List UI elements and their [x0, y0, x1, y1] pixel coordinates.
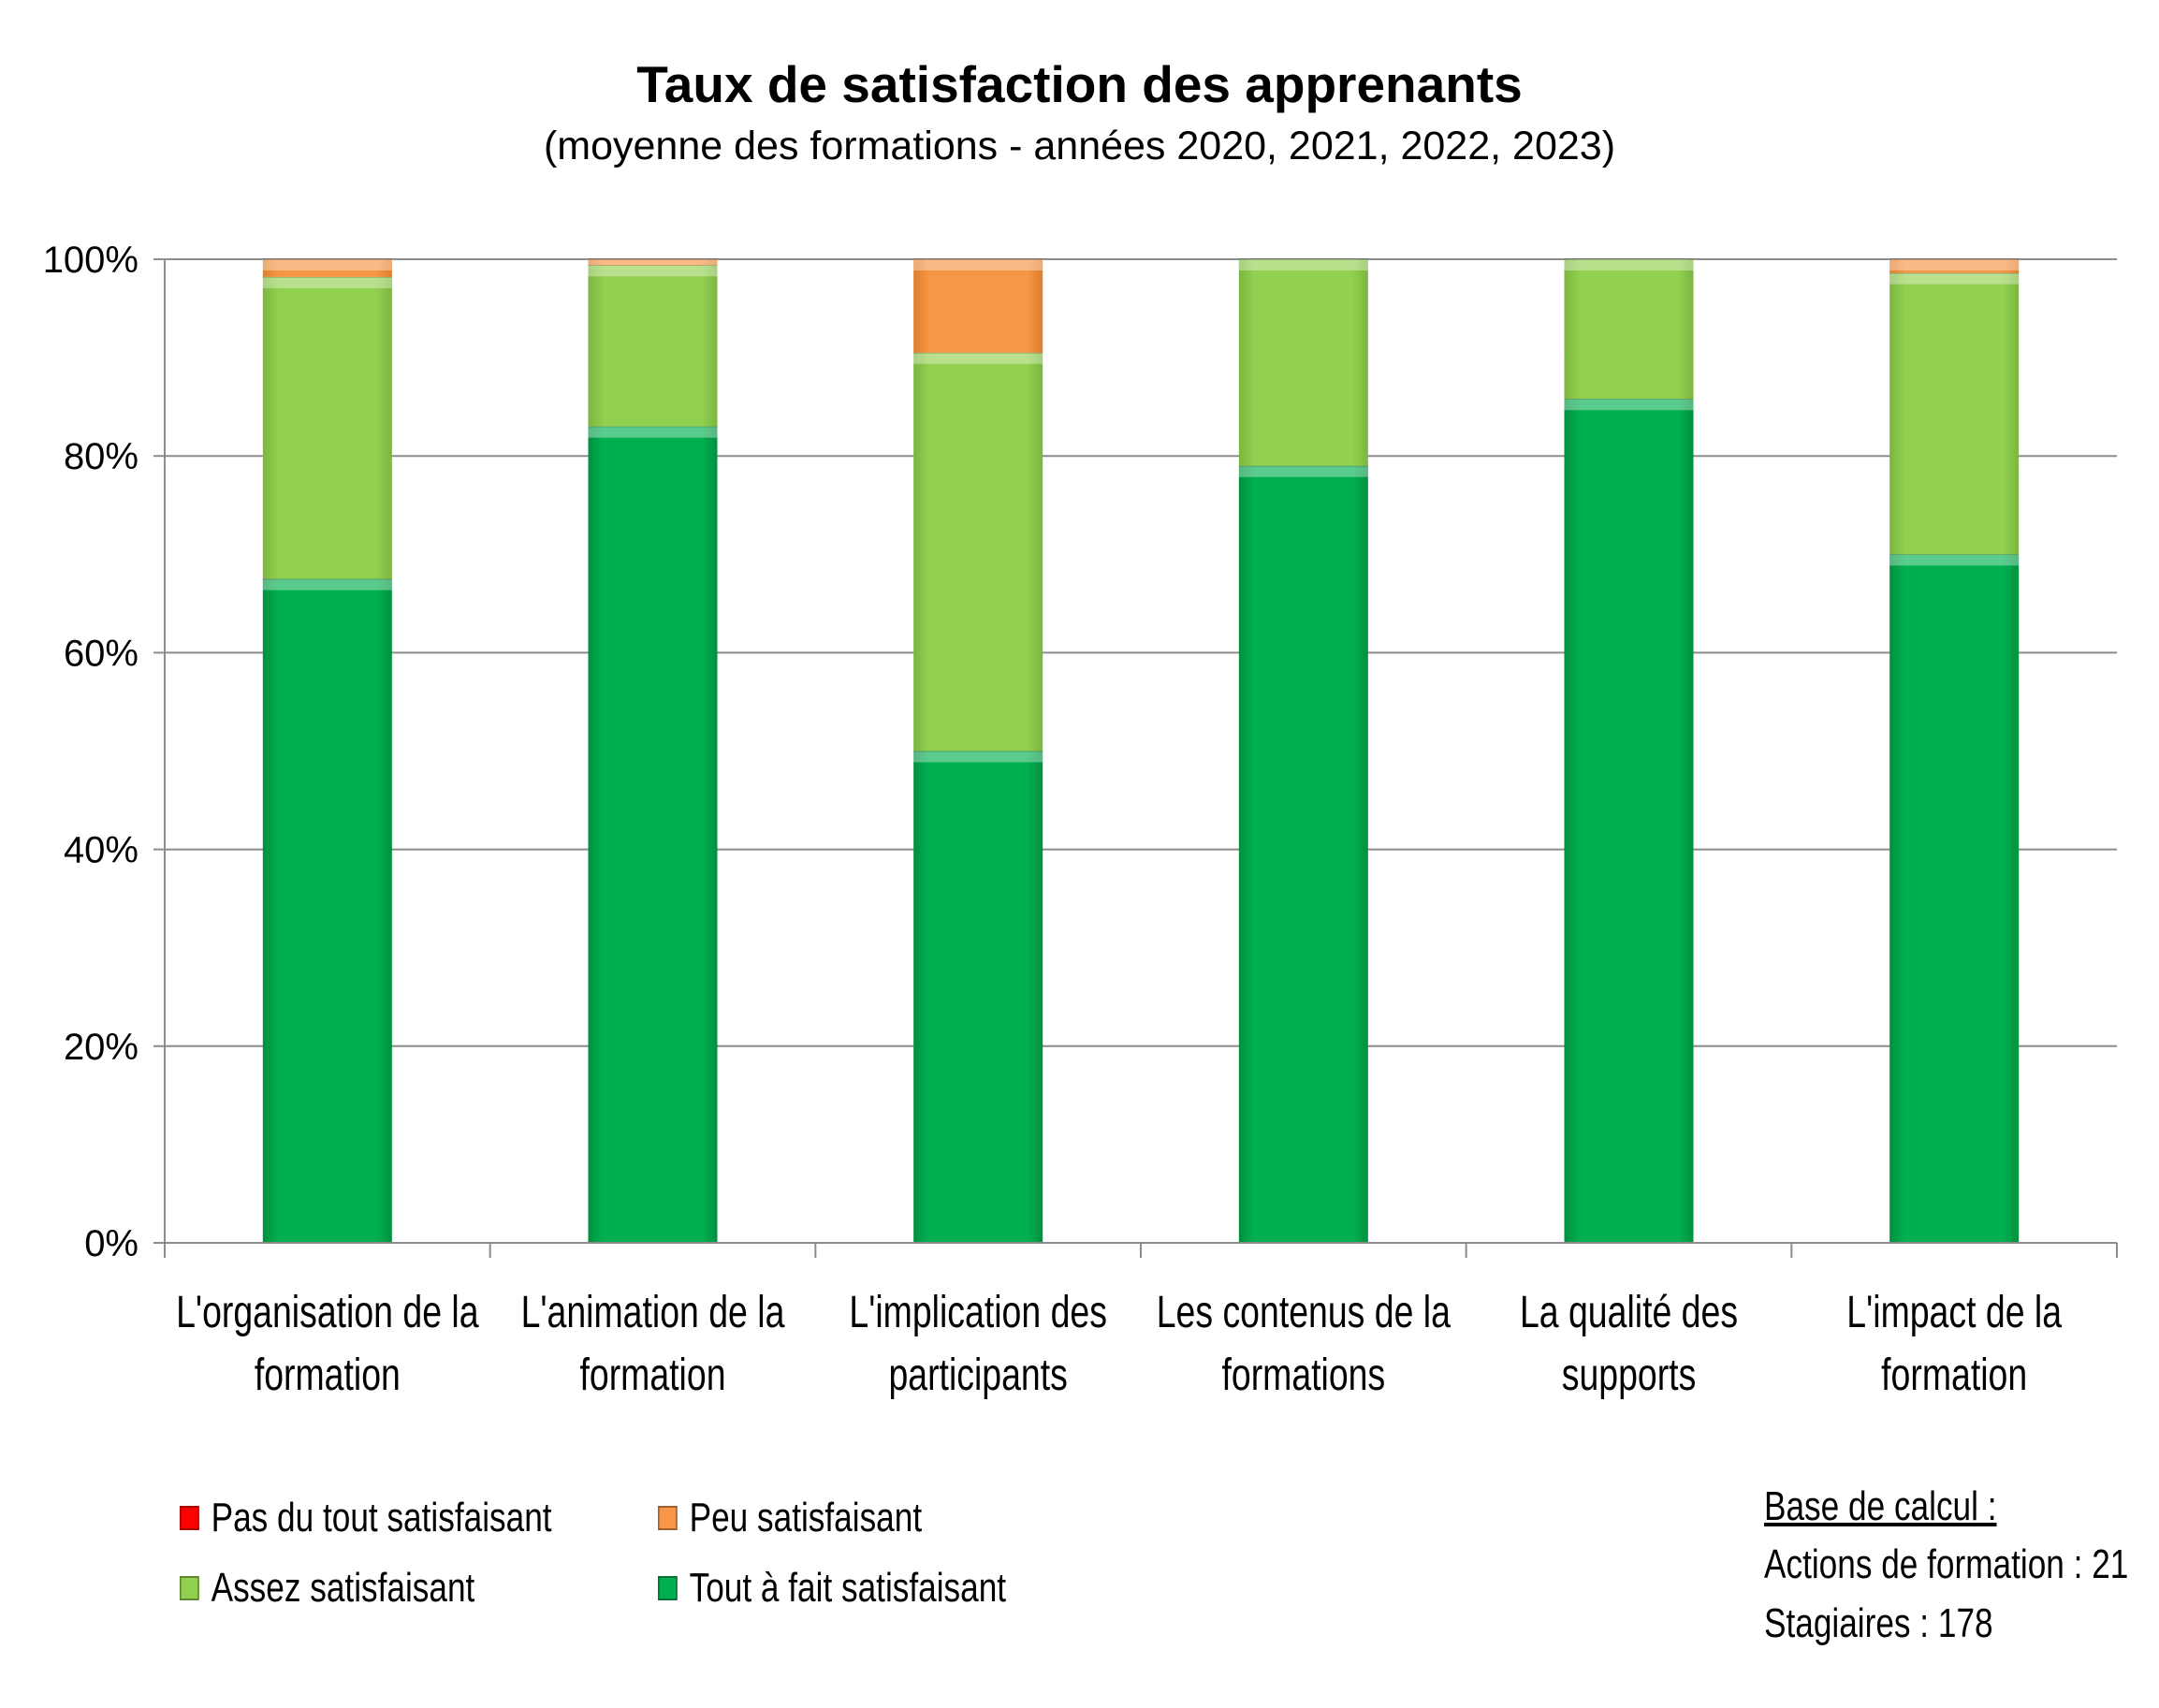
- bar-segment-highlight: [588, 259, 718, 266]
- legend-label: Assez satisfaisant: [211, 1565, 475, 1611]
- x-tick-label: L'organisation de la: [176, 1288, 478, 1338]
- legend-item-pas-du-tout: Pas du tout satisfaisant: [180, 1495, 552, 1541]
- y-tick-label: 0%: [84, 1223, 139, 1264]
- x-tick-label: formation: [579, 1350, 725, 1401]
- x-tick-label: participants: [888, 1350, 1067, 1401]
- bar-segment-highlight: [588, 265, 718, 277]
- legend-swatch-orange: [658, 1506, 678, 1530]
- bar-segment-highlight: [913, 352, 1043, 364]
- bar-segment: [1238, 259, 1368, 466]
- bar-segment-highlight: [913, 259, 1043, 270]
- x-tick-label: formation: [1881, 1350, 2027, 1401]
- note-actions: Actions de formation : 21: [1764, 1541, 2129, 1587]
- y-tick-label: 40%: [64, 830, 139, 871]
- note-stagiaires: Stagiaires : 178: [1764, 1600, 1993, 1646]
- bar-segment: [913, 259, 1043, 353]
- bar-segment-highlight: [1889, 554, 2020, 566]
- x-tick-label: L'animation de la: [521, 1288, 785, 1338]
- legend-swatch-green: [658, 1576, 678, 1600]
- note-heading: Base de calcul :: [1764, 1483, 1997, 1529]
- x-tick-label: formation: [255, 1350, 401, 1401]
- y-tick-label: 80%: [64, 436, 139, 477]
- bar-segment-highlight: [1564, 399, 1694, 411]
- x-tick-label: supports: [1562, 1350, 1697, 1401]
- bar-segment: [262, 259, 392, 277]
- legend-label: Pas du tout satisfaisant: [211, 1495, 552, 1540]
- x-tick-label: formations: [1221, 1350, 1385, 1401]
- legend-item-tout-a-fait: Tout à fait satisfaisant: [658, 1565, 1006, 1612]
- chart-title: Taux de satisfaction des apprenants: [636, 55, 1523, 113]
- y-tick-label: 100%: [43, 240, 139, 281]
- y-tick-label: 20%: [64, 1027, 139, 1068]
- x-tick-label: L'impact de la: [1846, 1288, 2062, 1338]
- legend-swatch-light-green: [180, 1576, 199, 1600]
- bar-segment-highlight: [262, 578, 392, 591]
- bar-segment-highlight: [262, 259, 392, 270]
- x-tick-label: La qualité des: [1520, 1288, 1738, 1338]
- bar-segment-highlight: [1889, 259, 2020, 270]
- bar-segment-highlight: [588, 426, 718, 438]
- legend-label: Tout à fait satisfaisant: [689, 1565, 1007, 1611]
- legend-swatch-red: [180, 1506, 199, 1530]
- bar-segment: [1238, 465, 1368, 1244]
- bar-segment-highlight: [1238, 465, 1368, 477]
- bar-segment: [262, 276, 392, 579]
- bar-segment-highlight: [262, 276, 392, 288]
- bar-segment: [913, 352, 1043, 752]
- bar-segment: [588, 426, 718, 1243]
- x-tick-label: Les contenus de la: [1157, 1288, 1451, 1338]
- bar-segment: [1889, 259, 2020, 273]
- bar-segment: [588, 265, 718, 427]
- bar-segment: [1564, 259, 1694, 400]
- bar-segment-highlight: [1238, 259, 1368, 270]
- bar-segment: [588, 259, 718, 266]
- legend-item-assez: Assez satisfaisant: [180, 1565, 474, 1612]
- chart-subtitle: (moyenne des formations - années 2020, 2…: [543, 124, 1616, 168]
- bar-segment: [262, 578, 392, 1243]
- legend-label: Peu satisfaisant: [689, 1495, 923, 1540]
- bar-segment: [1889, 272, 2020, 555]
- bar-segment: [1889, 554, 2020, 1243]
- legend-item-peu: Peu satisfaisant: [658, 1495, 922, 1541]
- x-tick-label: L'implication des: [849, 1288, 1107, 1338]
- y-tick-label: 60%: [64, 633, 139, 674]
- bar-segment-highlight: [1564, 259, 1694, 270]
- bar-segment: [913, 751, 1043, 1243]
- bar-segment-highlight: [913, 751, 1043, 763]
- bar-segment-highlight: [1889, 272, 2020, 285]
- bar-segment: [1564, 399, 1694, 1243]
